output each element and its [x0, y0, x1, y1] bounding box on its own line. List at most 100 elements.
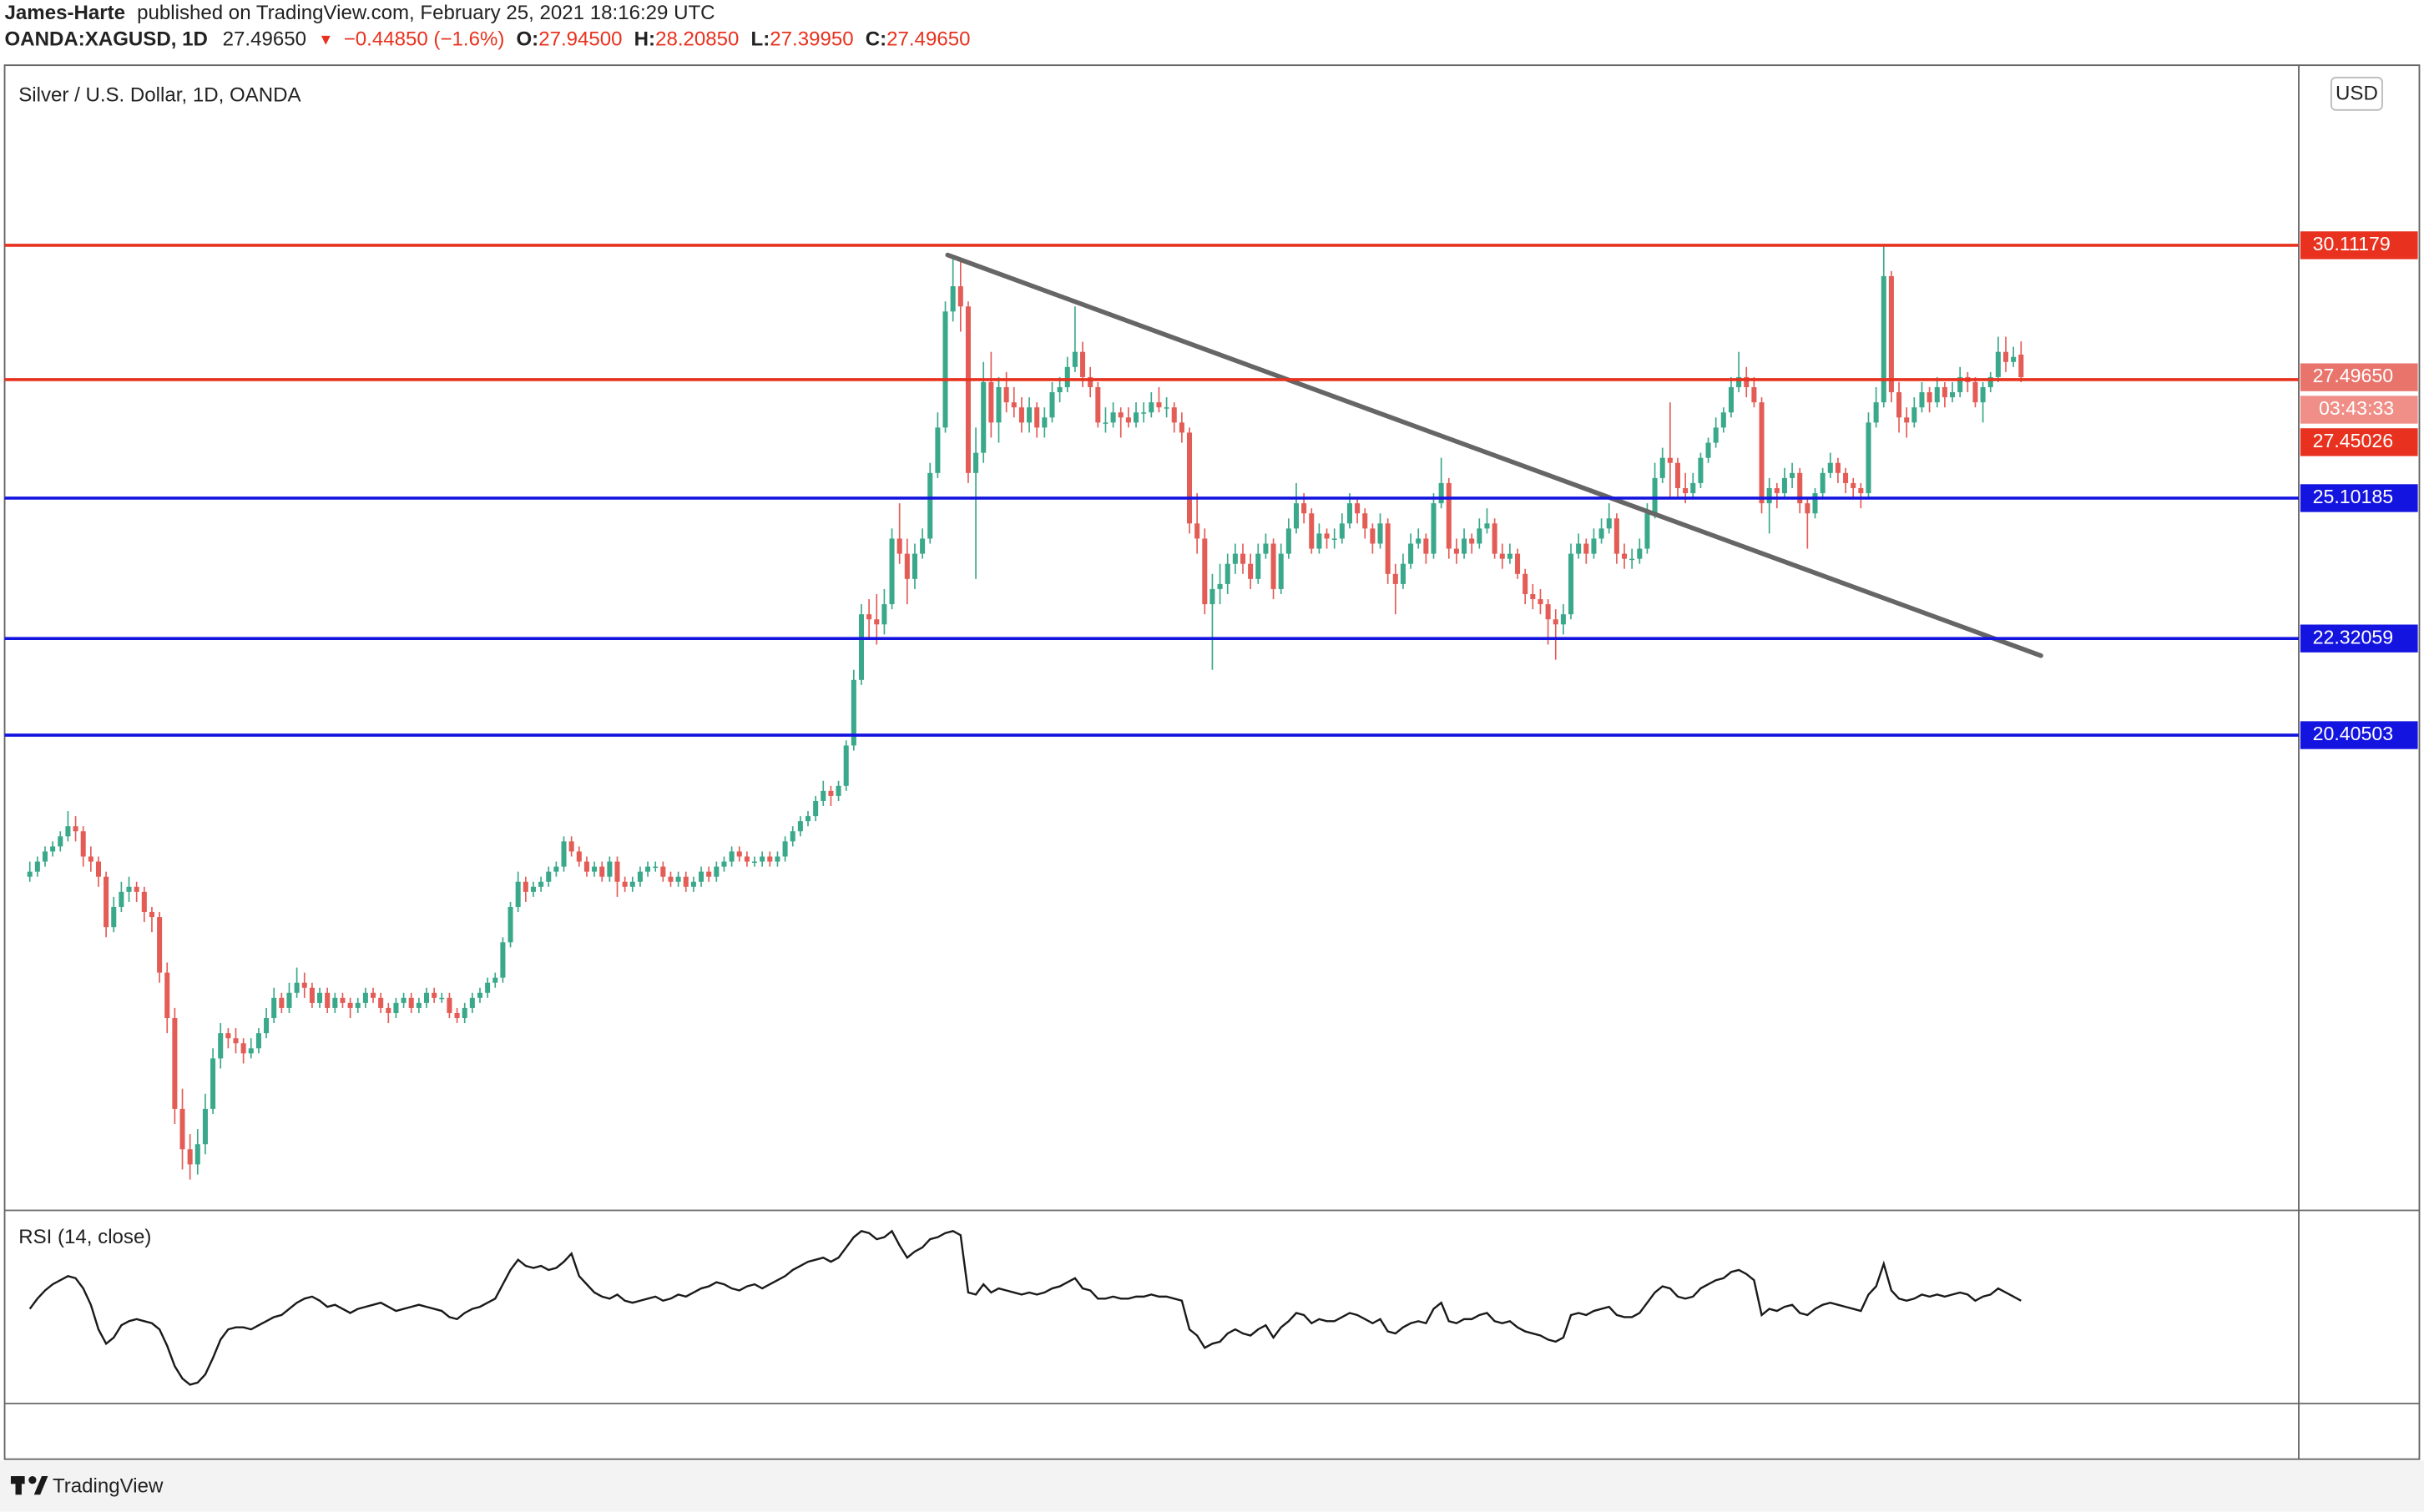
candle-body — [264, 1018, 270, 1034]
ohlc-label: O: — [516, 28, 538, 51]
candle-body — [1690, 482, 1696, 494]
candle-body — [286, 992, 292, 1008]
candle-body — [561, 841, 567, 867]
currency-button[interactable]: USD — [2330, 77, 2383, 111]
candle-body — [1469, 538, 1475, 544]
trendline — [945, 252, 2043, 658]
candle-body — [1530, 593, 1536, 600]
candle-body — [1683, 487, 1689, 494]
candle-body — [340, 997, 346, 1003]
currency-button-frame[interactable] — [2330, 77, 2383, 111]
candle-body — [1110, 412, 1116, 423]
candle-body — [386, 1007, 391, 1013]
candle-body — [660, 866, 666, 877]
candle-body — [1972, 381, 1978, 403]
candle-body — [1644, 513, 1650, 549]
candle-body — [1400, 563, 1406, 584]
candle-body — [1698, 457, 1704, 483]
candle-body — [1240, 553, 1246, 564]
change-arrow: ▼ — [318, 30, 333, 48]
candle-body — [1263, 543, 1269, 554]
candle-body — [1591, 538, 1597, 554]
candle-body — [172, 1018, 178, 1109]
candle-body — [371, 992, 376, 998]
candle-body — [88, 856, 93, 862]
candle-body — [1285, 528, 1291, 554]
candle-body — [1827, 462, 1833, 473]
candle-body — [1194, 523, 1200, 539]
price-line-label: 30.11179 — [2313, 233, 2391, 255]
candle-body — [309, 987, 315, 1003]
candle-body — [27, 871, 33, 877]
ohlc-value: 28.20850 — [655, 28, 739, 51]
candle-body — [645, 866, 651, 872]
candle-body — [1873, 402, 1879, 423]
candle-body — [119, 891, 124, 907]
candle-body — [530, 886, 536, 892]
logo-part — [15, 1476, 22, 1495]
candle-body — [622, 881, 628, 887]
candle-body — [34, 861, 40, 872]
candle-body — [1858, 487, 1864, 494]
candle-body — [126, 886, 132, 892]
candle-body — [813, 800, 819, 817]
candle-body — [721, 861, 727, 867]
candle-body — [1553, 619, 1558, 625]
footer-bar — [0, 1460, 2424, 1512]
candle-body — [447, 997, 452, 1013]
ohlc-label: L: — [751, 28, 770, 51]
candle-body — [1392, 573, 1398, 584]
candle-body — [1934, 387, 1940, 403]
candle-body — [1446, 482, 1452, 549]
candle-body — [294, 982, 300, 993]
candle-body — [744, 856, 750, 862]
candle-body — [981, 381, 987, 453]
candle-body — [1477, 528, 1482, 544]
currency-label[interactable]: USD — [2336, 83, 2378, 105]
logo-part — [28, 1476, 37, 1484]
price-line-label: 20.40503 — [2313, 723, 2394, 744]
candle-body — [1568, 553, 1574, 615]
price-line-tag — [2300, 428, 2418, 456]
candle-body — [576, 851, 582, 862]
price-line-label: 27.45026 — [2313, 430, 2394, 451]
candle-body — [134, 886, 139, 892]
candle-body — [492, 977, 498, 983]
price-line-tag — [2300, 484, 2418, 512]
candle-body — [225, 1033, 231, 1039]
price-line-tag — [2300, 624, 2418, 653]
candle-body — [1820, 472, 1826, 494]
candle-body — [866, 614, 872, 620]
candle-body — [1034, 407, 1040, 428]
candle-body — [1217, 583, 1223, 589]
candle-body — [1659, 457, 1665, 478]
candle-body — [1080, 351, 1086, 377]
symbol-line: OANDA:XAGUSD, 1D 27.49650 ▼ −0.44850 (−1… — [5, 28, 971, 51]
candle-body — [797, 821, 803, 832]
candle-body — [408, 997, 414, 1008]
candle-body — [1523, 573, 1528, 594]
candle-body — [1355, 503, 1361, 514]
candle-body — [1057, 387, 1063, 393]
candle-body — [1484, 523, 1490, 529]
candle-body — [248, 1048, 254, 1054]
candle-body — [1118, 412, 1124, 418]
candle-body — [1209, 588, 1215, 605]
candle-body — [104, 876, 109, 928]
price-line-tag — [2300, 721, 2418, 749]
candle-body — [240, 1043, 246, 1054]
candle-body — [1003, 387, 1009, 403]
candle-body — [1507, 553, 1512, 559]
candle-body — [1416, 538, 1422, 544]
header-line: James-Harte published on TradingView.com… — [5, 2, 715, 24]
symbol: OANDA:XAGUSD, 1D — [5, 28, 208, 51]
candle-body — [1408, 543, 1414, 564]
candle-body — [607, 861, 613, 877]
candle-body — [2011, 356, 2017, 362]
candle-body — [836, 785, 841, 796]
candle-body — [1339, 523, 1345, 539]
candle-body — [432, 992, 437, 998]
candle-body — [271, 997, 277, 1019]
candle-body — [1805, 503, 1810, 514]
candle-body — [1438, 482, 1444, 504]
